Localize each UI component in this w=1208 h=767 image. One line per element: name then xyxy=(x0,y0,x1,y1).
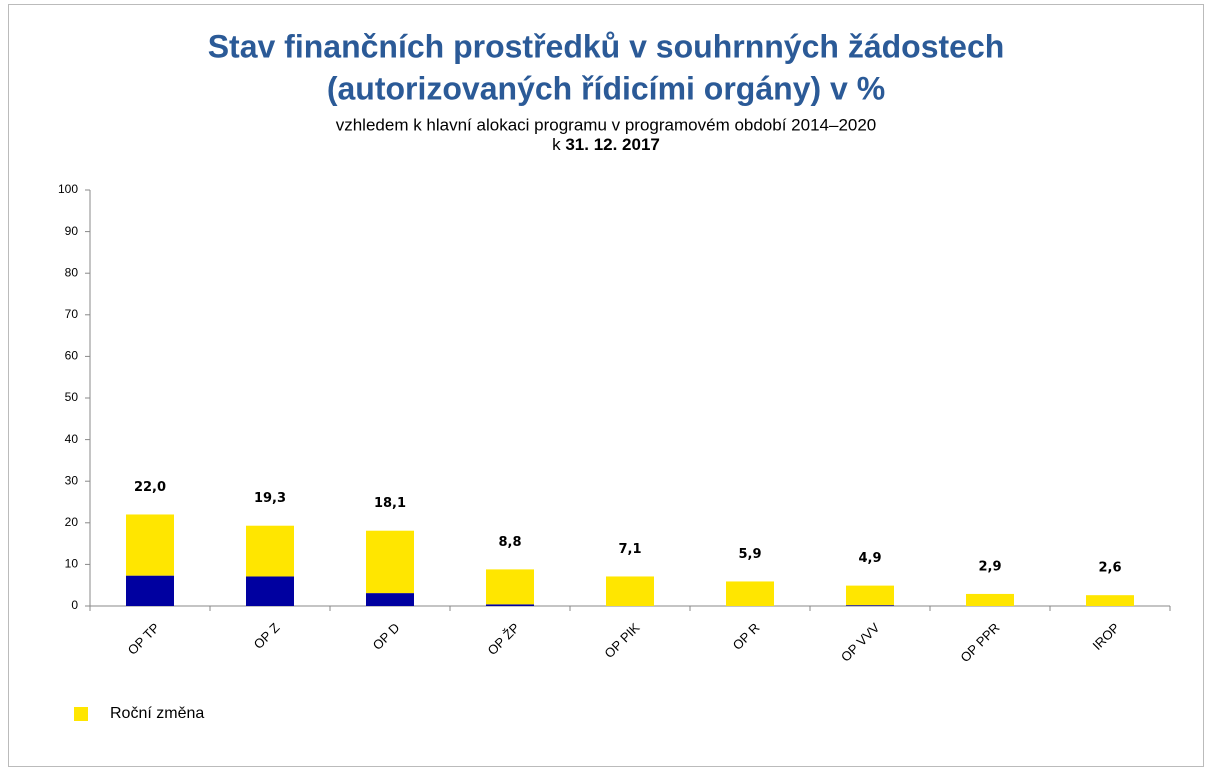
total-label: 2,6 xyxy=(1098,561,1121,576)
y-tick-label: 60 xyxy=(65,349,79,363)
y-tick-label: 10 xyxy=(65,557,79,571)
total-label: 18,1 xyxy=(374,496,406,511)
total-label: 4,9 xyxy=(858,551,881,566)
y-tick-label: 90 xyxy=(65,224,79,238)
y-tick-label: 70 xyxy=(65,307,79,321)
bar-segment xyxy=(726,581,774,606)
total-label: 7,1 xyxy=(618,542,641,557)
bar-segment xyxy=(366,530,414,594)
y-tick-label: 40 xyxy=(65,432,79,446)
bar-segment xyxy=(486,569,534,605)
y-tick-label: 80 xyxy=(65,265,79,279)
legend-label: Roční změna xyxy=(110,705,204,722)
chart-date: k 31. 12. 2017 xyxy=(552,135,660,154)
date-prefix: k xyxy=(552,135,561,154)
total-label: 19,3 xyxy=(254,491,286,506)
bar-segment xyxy=(246,576,294,606)
bar-segment xyxy=(1086,595,1134,606)
bar-segment xyxy=(246,525,294,577)
total-label: 8,8 xyxy=(498,535,521,550)
bar-segment xyxy=(126,514,174,576)
y-tick-label: 0 xyxy=(71,598,78,612)
bar-segment xyxy=(846,585,894,606)
chart-subtitle: vzhledem k hlavní alokaci programu v pro… xyxy=(336,115,877,134)
bar-segment xyxy=(966,593,1014,606)
y-tick-label: 100 xyxy=(58,182,78,196)
bar-segment xyxy=(126,575,174,606)
chart-title: (autorizovaných řídicími orgány) v % xyxy=(327,70,885,106)
y-tick-label: 50 xyxy=(65,390,79,404)
bar-segment xyxy=(606,576,654,606)
legend-swatch xyxy=(74,707,88,721)
total-label: 2,9 xyxy=(978,559,1001,574)
y-tick-label: 30 xyxy=(65,473,79,487)
bar-segment xyxy=(846,605,894,606)
date: 31. 12. 2017 xyxy=(565,135,660,154)
bar-segment xyxy=(366,593,414,606)
total-label: 5,9 xyxy=(738,547,761,562)
frame xyxy=(8,4,1204,767)
bar-segment xyxy=(486,604,534,606)
y-tick-label: 20 xyxy=(65,515,79,529)
chart-title: Stav finančních prostředků v souhrnných … xyxy=(208,28,1005,64)
total-label: 22,0 xyxy=(134,480,166,495)
